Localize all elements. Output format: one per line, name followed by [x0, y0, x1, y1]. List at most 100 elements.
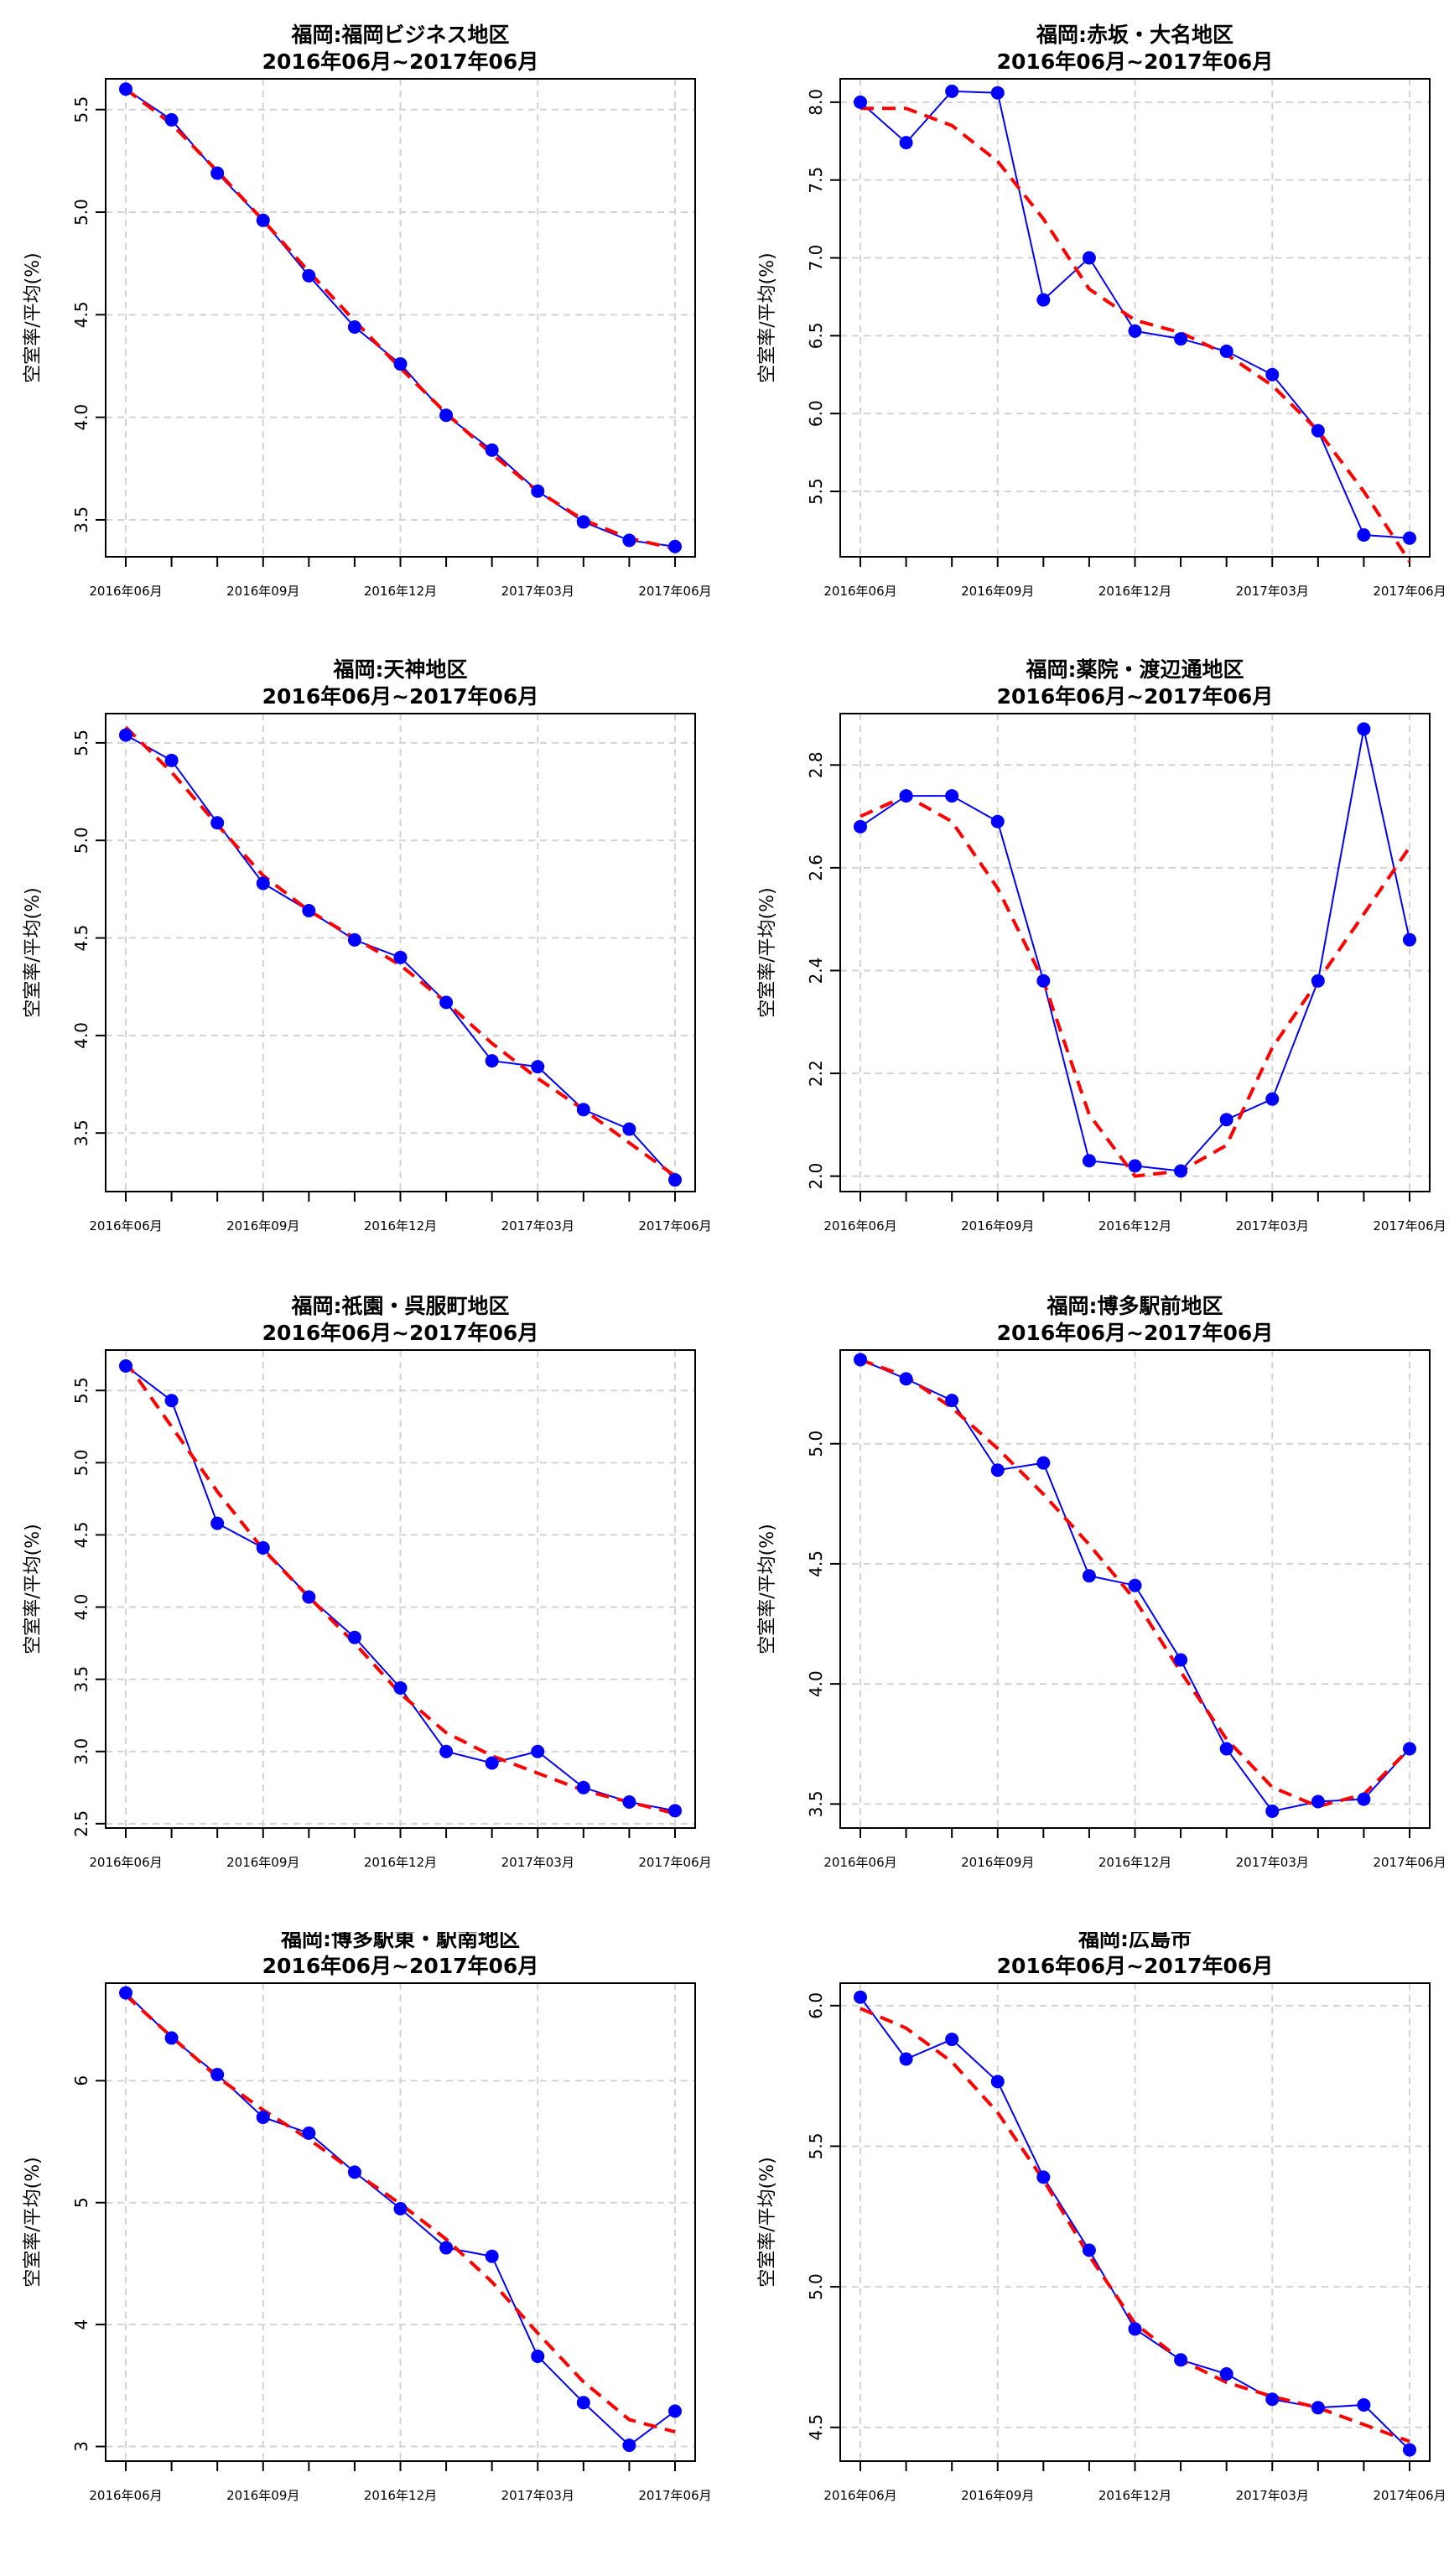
x-tick-label: 2017年06月	[1373, 1218, 1446, 1233]
data-point	[119, 728, 132, 742]
data-point	[531, 1060, 545, 1074]
x-tick-label: 2017年03月	[1236, 1855, 1309, 1870]
y-tick-label: 2.8	[806, 751, 826, 778]
data-point	[1403, 2443, 1416, 2457]
x-tick-label: 2016年09月	[961, 1855, 1034, 1870]
data-point	[210, 1516, 225, 1530]
x-tick-label: 2017年03月	[501, 584, 574, 599]
chart-subtitle: 2016年06月~2017年06月	[997, 1321, 1274, 1345]
data-point	[990, 86, 1005, 100]
data-point	[854, 1990, 867, 2004]
data-point	[485, 2249, 499, 2263]
chart-subtitle: 2016年06月~2017年06月	[997, 1954, 1274, 1978]
data-point	[1082, 2243, 1096, 2257]
data-point	[1357, 2397, 1371, 2412]
data-point	[1082, 1569, 1096, 1583]
data-point	[393, 2202, 408, 2216]
y-tick-label: 2.4	[806, 958, 826, 984]
y-tick-label: 2.5	[71, 1810, 91, 1837]
data-point	[1403, 932, 1416, 947]
x-tick-label: 2016年12月	[364, 2488, 437, 2503]
chart-title: 福岡:広島市	[1078, 1932, 1192, 1951]
data-point	[1265, 1092, 1280, 1106]
x-tick-label: 2017年03月	[501, 1855, 574, 1870]
data-point	[347, 320, 361, 335]
y-tick-label: 4.5	[806, 2414, 826, 2441]
data-point	[256, 876, 270, 891]
data-point	[393, 357, 408, 371]
data-point	[439, 2241, 454, 2255]
grid-lines	[106, 1350, 695, 1828]
x-tick-label: 2016年09月	[961, 584, 1034, 599]
chart-title: 福岡:博多駅前地区	[1046, 1294, 1223, 1318]
data-point	[990, 1463, 1005, 1478]
x-tick-label: 2016年09月	[226, 1218, 299, 1233]
y-tick-label: 4.0	[71, 404, 91, 431]
data-point	[1403, 531, 1416, 545]
data-point	[576, 2396, 590, 2410]
x-tick-label: 2016年06月	[89, 2488, 162, 2503]
data-point	[1174, 332, 1188, 346]
y-axis-label: 空室率/平均(%)	[23, 1524, 44, 1654]
y-tick-label: 5.5	[806, 2133, 826, 2160]
y-axis-label: 空室率/平均(%)	[757, 2157, 778, 2287]
data-point	[899, 136, 913, 150]
data-point	[668, 1173, 682, 1187]
data-point	[1036, 293, 1051, 307]
x-tick-label: 2016年09月	[226, 584, 299, 599]
x-tick-label: 2016年12月	[364, 1855, 437, 1870]
y-tick-label: 4.5	[71, 925, 91, 952]
data-point	[1174, 2353, 1188, 2367]
x-tick-label: 2016年09月	[961, 2488, 1034, 2503]
chart-subtitle: 2016年06月~2017年06月	[262, 49, 539, 74]
x-tick-label: 2016年09月	[961, 1218, 1034, 1233]
data-point	[256, 213, 270, 227]
y-tick-label: 2.6	[806, 854, 826, 881]
data-point	[210, 166, 225, 180]
chart-title: 福岡:薬院・渡辺通地区	[1026, 657, 1244, 682]
chart-title: 福岡:赤坂・大名地区	[1036, 23, 1233, 47]
smoothed-series-line	[860, 106, 1411, 563]
data-point	[854, 819, 867, 834]
x-tick-label: 2016年06月	[823, 1855, 896, 1870]
data-point	[256, 1540, 270, 1555]
data-point	[439, 995, 454, 1010]
data-point	[1128, 1578, 1142, 1592]
x-tick-label: 2016年06月	[823, 2488, 896, 2503]
data-point	[347, 2165, 361, 2179]
data-point	[1265, 1804, 1280, 1818]
grid-lines	[840, 714, 1430, 1192]
y-tick-label: 3.5	[806, 1790, 826, 1817]
y-axis-label: 空室率/平均(%)	[23, 2157, 44, 2287]
data-point	[393, 1680, 408, 1695]
data-point	[485, 1054, 499, 1068]
data-point	[1082, 1154, 1096, 1168]
data-point	[347, 932, 361, 947]
data-point	[164, 112, 179, 127]
data-point	[899, 2052, 913, 2066]
y-tick-label: 4.0	[806, 1670, 826, 1697]
y-tick-label: 3.5	[71, 1119, 91, 1146]
data-point	[164, 2031, 179, 2045]
data-point	[1265, 367, 1280, 382]
x-tick-label: 2017年06月	[638, 2488, 711, 2503]
y-tick-label: 3.0	[71, 1738, 91, 1765]
x-tick-label: 2016年09月	[226, 2488, 299, 2503]
y-axis-label: 空室率/平均(%)	[23, 252, 44, 382]
y-axis-label: 空室率/平均(%)	[757, 1524, 778, 1654]
x-tick-label: 2017年03月	[1236, 2488, 1309, 2503]
data-point	[210, 2068, 225, 2082]
y-tick-label: 5.0	[806, 2273, 826, 2300]
chart-subtitle: 2016年06月~2017年06月	[262, 1321, 539, 1345]
x-tick-label: 2016年09月	[226, 1855, 299, 1870]
x-tick-label: 2016年12月	[1098, 2488, 1171, 2503]
data-point	[622, 1795, 636, 1810]
y-tick-label: 3.5	[71, 1666, 91, 1693]
data-point	[531, 1744, 545, 1758]
y-tick-label: 4	[71, 2319, 91, 2330]
data-point	[1219, 1742, 1233, 1756]
